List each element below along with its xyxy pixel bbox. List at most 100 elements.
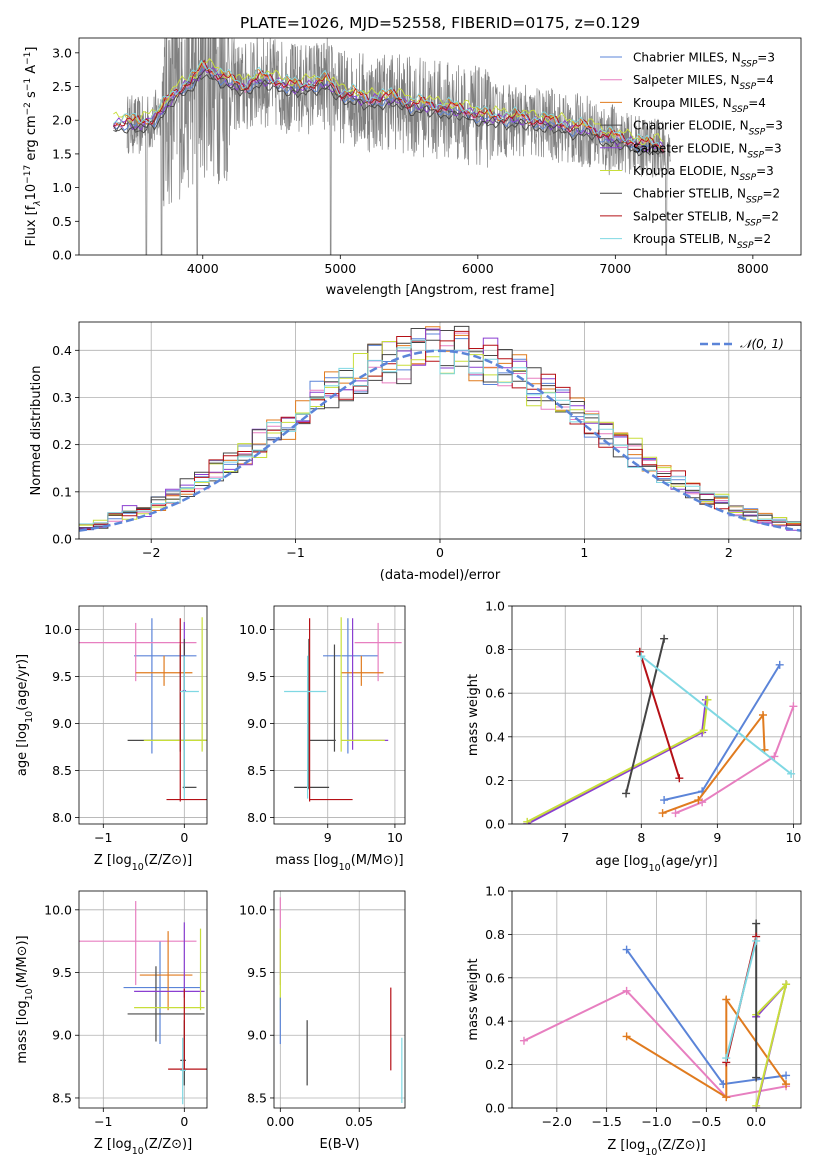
x-tick-label: 6000 (462, 261, 494, 276)
plot-area (112, 38, 671, 255)
y-tick-label: 9.0 (247, 716, 267, 731)
weight-point-marker (787, 769, 796, 778)
weight-point-marker (622, 1032, 631, 1041)
legend-label: Salpeter STELIB, NSSP=2 (633, 209, 779, 228)
y-tick-label: 0.3 (52, 390, 72, 405)
x-tick-label: −1 (94, 1114, 112, 1129)
y-tick-label: 10.0 (239, 902, 267, 917)
spectrum-model-line (112, 67, 664, 157)
weight-series-line (638, 651, 681, 779)
legend-label: Kroupa MILES, NSSP=4 (633, 96, 766, 115)
x-tick-label: 0 (180, 830, 188, 845)
y-tick-label: 10.0 (239, 622, 267, 637)
weight-point-marker (782, 1080, 791, 1089)
weight-point-marker (622, 789, 631, 798)
weight-point-marker (782, 1071, 791, 1080)
x-tick-label: 5000 (324, 261, 356, 276)
spectrum-model-line (113, 59, 664, 149)
y-tick-label: 8.0 (52, 810, 72, 825)
axes-overlay: 9 10 8.0 8.5 9.0 9.5 10.0 mass [log10(M/M⊙)] (239, 605, 406, 873)
weight-point-marker (694, 796, 703, 805)
panel-spectrum: 4000 5000 6000 7000 8000 0.0 0.5 1.0 1.5 2.0 2.5 3.… (23, 37, 802, 298)
y-tick-label: 1.5 (52, 146, 72, 161)
weight-series-line (523, 989, 787, 1099)
y-tick-label: 0.4 (485, 729, 505, 744)
axes-overlay: −1 0 8.0 8.5 9.0 9.5 10.0 Z [log10(Z/Z⊙)] age [l… (15, 605, 208, 873)
y-tick-label: 8.5 (247, 1090, 267, 1105)
spectrum-model-line (113, 59, 664, 152)
legend-label: Kroupa STELIB, NSSP=2 (633, 232, 771, 251)
legend-label: Kroupa ELODIE, NSSP=3 (633, 164, 774, 183)
histogram-step (79, 339, 801, 525)
y-tick-label: 8.5 (52, 1090, 72, 1105)
x-tick-label: 0.00 (266, 1114, 294, 1129)
legend-label: Chabrier ELODIE, NSSP=3 (633, 119, 783, 138)
y-axis-label: mass [log10(M/M⊙)] (15, 935, 35, 1063)
spectrum-legend: Chabrier MILES, NSSP=3 Salpeter MILES, NS… (600, 51, 783, 251)
y-tick-label: 0.2 (485, 773, 505, 788)
y-tick-label: 0.1 (52, 484, 72, 499)
normal-curve (79, 349, 801, 532)
y-axis-label: Normed distribution (29, 366, 44, 496)
y-tick-label: 9.5 (52, 965, 72, 980)
y-tick-label: 3.0 (52, 45, 72, 60)
weight-point-marker (752, 1101, 761, 1108)
plot-area (284, 617, 402, 802)
x-tick-label: 7000 (599, 261, 631, 276)
legend-label: Salpeter ELODIE, NSSP=3 (633, 141, 782, 160)
x-tick-label: −1 (94, 830, 112, 845)
plot-area (79, 325, 801, 532)
x-axis-label: wavelength [Angstrom, rest frame] (326, 283, 555, 298)
y-tick-label: 0.2 (485, 1057, 505, 1072)
y-tick-label: 1.0 (485, 599, 505, 614)
y-tick-label: 1.0 (52, 180, 72, 195)
weight-point-marker (523, 817, 532, 824)
y-tick-label: 9.0 (52, 1028, 72, 1043)
legend-label: Salpeter MILES, NSSP=4 (633, 73, 774, 92)
x-axis-label: Z [log10(Z/Z⊙)] (94, 1137, 192, 1157)
panel-mass_weight_vs_Z: −2.0 −1.5 −1.0 −0.5 0.0 0.0 0.2 0.4 0.6 0.8 1.0 Z [… (466, 884, 802, 1158)
y-tick-label: 0.0 (52, 532, 72, 547)
y-tick-label: 8.0 (247, 810, 267, 825)
y-tick-label: 0.5 (52, 214, 72, 229)
x-axis-label: Z [log10(Z/Z⊙)] (607, 1138, 705, 1158)
axes-overlay: 7 8 9 10 0.0 0.2 0.4 0.6 0.8 1.0 age [log10(age/yr… (466, 599, 802, 874)
plot-area (523, 634, 798, 824)
y-tick-label: 9.5 (247, 669, 267, 684)
x-tick-label: 10 (785, 830, 801, 845)
figure-title: PLATE=1026, MJD=52558, FIBERID=0175, z=0… (240, 14, 640, 32)
spectrum-data-line (126, 38, 671, 255)
y-tick-label: 0.0 (52, 248, 72, 263)
y-axis-label: mass weight (466, 674, 481, 756)
y-tick-label: 9.0 (52, 716, 72, 731)
x-tick-label: 4000 (187, 261, 219, 276)
weight-series-line (675, 705, 795, 815)
x-tick-label: 8000 (737, 261, 769, 276)
y-tick-label: 0.4 (485, 1014, 505, 1029)
y-tick-label: 0.8 (485, 642, 505, 657)
axes-overlay: −1 0 8.5 9.0 9.5 10.0 Z [log10(Z/Z⊙)] mass [log… (15, 890, 208, 1157)
weight-point-marker (789, 702, 798, 711)
weight-point-marker (722, 1054, 731, 1063)
y-tick-label: 1.0 (485, 884, 505, 899)
x-axis-label: (data-model)/error (380, 568, 501, 583)
weight-point-marker (703, 695, 712, 704)
panel-age_vs_mass: 9 10 8.0 8.5 9.0 9.5 10.0 mass [log10(M/M⊙)] (239, 605, 406, 873)
y-tick-label: 9.5 (52, 669, 72, 684)
y-tick-label: 8.5 (52, 763, 72, 778)
x-tick-label: 0 (436, 545, 444, 560)
panel-residual_histogram: −2 −1 0 1 2 0.0 0.1 0.2 0.3 0.4 𝒩(0, 1) (data-model… (29, 321, 802, 583)
y-tick-label: 0.0 (485, 1101, 505, 1116)
axes-frame (78, 890, 208, 1109)
y-tick-label: 10.0 (44, 902, 72, 917)
x-tick-label: 10 (387, 830, 403, 845)
y-tick-label: 0.2 (52, 437, 72, 452)
y-tick-label: 8.5 (247, 763, 267, 778)
x-tick-label: 1 (580, 545, 588, 560)
weight-series-line (625, 638, 666, 794)
x-tick-label: −1.5 (591, 1114, 621, 1129)
weight-point-marker (519, 1036, 528, 1045)
weight-point-marker (752, 919, 761, 928)
axes-frame (273, 890, 406, 1109)
